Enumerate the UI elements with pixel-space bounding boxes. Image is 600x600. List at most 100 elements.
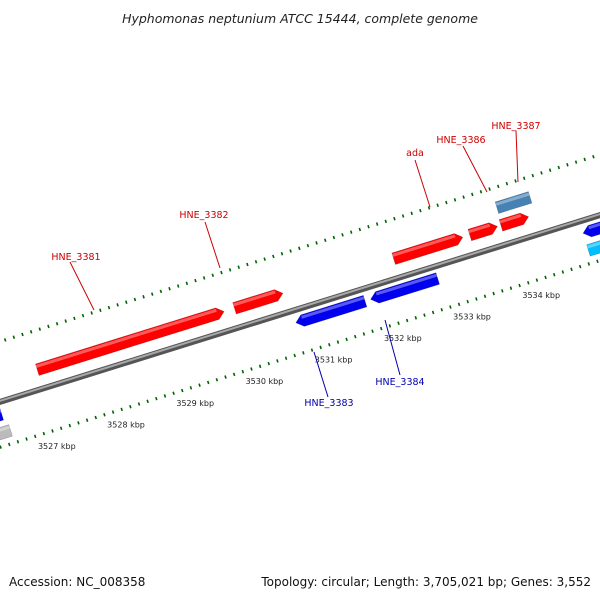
scale-tick bbox=[509, 286, 513, 290]
scale-tick bbox=[427, 206, 431, 210]
scale-tick bbox=[349, 230, 353, 234]
scale-tick bbox=[103, 413, 106, 417]
scale-tick bbox=[310, 348, 314, 352]
kbp-label: 3529 kbp bbox=[176, 399, 214, 408]
gene-hne-3383[interactable] bbox=[294, 295, 368, 328]
scale-tick bbox=[358, 227, 362, 232]
gene-steel-blue[interactable] bbox=[494, 191, 533, 214]
label-hne-3387-leader bbox=[515, 130, 519, 183]
label-hne-3384-leader bbox=[384, 319, 401, 376]
scale-tick bbox=[552, 272, 556, 277]
scale-tick bbox=[12, 335, 16, 339]
scale-tick bbox=[33, 434, 37, 439]
kbp-label: 3534 kbp bbox=[522, 291, 560, 300]
scale-tick bbox=[211, 273, 215, 278]
scale-tick bbox=[181, 388, 184, 393]
scale-tick bbox=[146, 399, 149, 404]
scale-tick bbox=[457, 302, 461, 307]
label-hne-3382-leader bbox=[204, 221, 221, 269]
scale-tick bbox=[163, 394, 167, 398]
label-ada: ada bbox=[406, 148, 424, 159]
scale-tick bbox=[501, 289, 504, 293]
label-hne-3386: HNE_3386 bbox=[436, 135, 485, 146]
scale-tick bbox=[276, 359, 279, 363]
scale-tick bbox=[29, 330, 33, 334]
scale-tick bbox=[514, 179, 517, 183]
scale-tick bbox=[59, 426, 63, 431]
scale-tick bbox=[410, 211, 413, 216]
scale-tick bbox=[527, 281, 530, 285]
scale-tick bbox=[129, 404, 132, 409]
scale-tick bbox=[345, 337, 348, 342]
scale-tick bbox=[176, 284, 180, 288]
scale-tick bbox=[202, 276, 206, 280]
scale-tick bbox=[393, 216, 396, 221]
scale-tick bbox=[471, 192, 474, 197]
scale-tick bbox=[90, 311, 93, 315]
scale-tick bbox=[194, 278, 197, 283]
scale-tick bbox=[367, 225, 370, 229]
scale-tick bbox=[94, 415, 98, 420]
scale-tick bbox=[168, 286, 171, 291]
kbp-label: 3531 kbp bbox=[315, 356, 353, 365]
scale-tick bbox=[0, 445, 2, 449]
scale-tick bbox=[483, 294, 487, 299]
scale-tick bbox=[172, 391, 175, 396]
scale-tick bbox=[237, 265, 240, 269]
scale-tick bbox=[479, 189, 483, 194]
gene-hne-3386[interactable] bbox=[467, 221, 499, 242]
scale-tick bbox=[81, 313, 85, 318]
scale-tick bbox=[42, 431, 46, 436]
label-hne-3384: HNE_3384 bbox=[375, 377, 424, 388]
scale-tick bbox=[85, 418, 89, 422]
gene-hne-3381[interactable] bbox=[35, 306, 225, 376]
scale-tick bbox=[436, 203, 439, 207]
scale-tick bbox=[397, 321, 400, 325]
scale-tick bbox=[3, 338, 7, 342]
scale-tick bbox=[570, 267, 573, 272]
scale-tick bbox=[258, 364, 262, 369]
label-hne-3381-leader bbox=[69, 261, 95, 311]
scale-tick bbox=[522, 176, 526, 181]
scale-tick bbox=[99, 308, 102, 313]
scale-tick bbox=[137, 402, 141, 406]
scale-tick bbox=[120, 407, 123, 412]
gene-ada[interactable] bbox=[391, 231, 465, 265]
label-hne-3383-leader bbox=[313, 351, 329, 398]
scale-tick bbox=[319, 345, 322, 350]
scale-tick bbox=[384, 219, 388, 224]
scale-tick bbox=[241, 369, 245, 374]
scale-tick bbox=[336, 340, 340, 344]
scale-tick bbox=[68, 423, 72, 428]
kbp-label: 3528 kbp bbox=[107, 420, 145, 429]
scale-tick bbox=[518, 283, 521, 288]
scale-tick bbox=[535, 278, 539, 282]
gene-fragment-right[interactable] bbox=[581, 208, 600, 239]
kbp-label: 3530 kbp bbox=[246, 377, 284, 386]
genome-backbone bbox=[0, 211, 600, 406]
scale-tick bbox=[215, 378, 219, 382]
gene-hne-3382[interactable] bbox=[232, 287, 285, 315]
scale-tick bbox=[419, 208, 422, 213]
scale-labels: 3527 kbp 3528 kbp 3529 kbp 3530 kbp 3531 kbp… bbox=[38, 291, 560, 451]
scale-tick bbox=[263, 257, 266, 261]
scale-tick bbox=[133, 297, 137, 302]
gene-fragment-left-gray[interactable] bbox=[0, 424, 13, 447]
kbp-label: 3532 kbp bbox=[384, 334, 422, 343]
scale-tick bbox=[25, 437, 28, 441]
scale-tick bbox=[596, 259, 599, 264]
scale-tick bbox=[587, 262, 591, 266]
gene-hne-3384[interactable] bbox=[369, 272, 440, 305]
scale-tick bbox=[38, 327, 42, 331]
gene-fragment-right-cyan[interactable] bbox=[586, 226, 600, 257]
scale-tick bbox=[583, 157, 586, 162]
scale-tick bbox=[341, 233, 344, 237]
scale-tick bbox=[354, 334, 357, 339]
kbp-label: 3527 kbp bbox=[38, 442, 76, 451]
scale-tick bbox=[298, 246, 301, 251]
scale-tick bbox=[453, 198, 457, 202]
scale-tick bbox=[289, 249, 292, 253]
scale-tick bbox=[423, 313, 426, 317]
gene-hne-3387[interactable] bbox=[498, 211, 530, 232]
scale-tick bbox=[371, 329, 374, 334]
